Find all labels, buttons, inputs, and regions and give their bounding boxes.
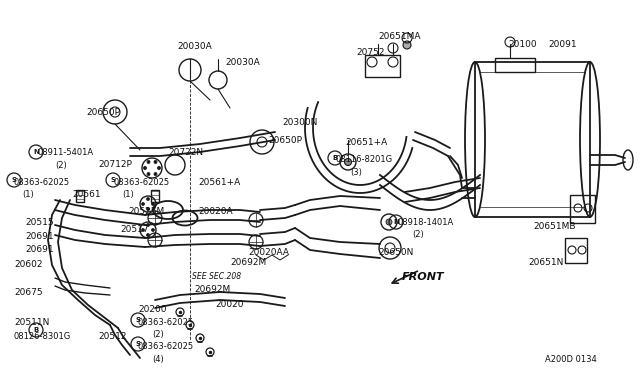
Text: 08363-62025: 08363-62025 <box>138 318 194 327</box>
Text: 20515: 20515 <box>25 218 54 227</box>
Text: 20722N: 20722N <box>168 148 203 157</box>
Text: 20752: 20752 <box>356 48 385 57</box>
Text: S: S <box>12 177 17 183</box>
Text: S: S <box>111 177 115 183</box>
Bar <box>495 58 535 72</box>
Text: 20020AA: 20020AA <box>248 248 289 257</box>
Text: 20020: 20020 <box>215 300 243 309</box>
Circle shape <box>403 41 411 49</box>
Text: 20561: 20561 <box>72 190 100 199</box>
Text: 08363-62025: 08363-62025 <box>14 178 70 187</box>
Text: N: N <box>33 149 39 155</box>
Text: A200D 0134: A200D 0134 <box>545 355 596 364</box>
Circle shape <box>152 228 154 231</box>
Text: 20100: 20100 <box>508 40 536 49</box>
Text: 20692M: 20692M <box>230 258 266 267</box>
Circle shape <box>154 173 157 176</box>
Text: B: B <box>33 327 38 333</box>
Text: 20091: 20091 <box>548 40 577 49</box>
Text: 20675: 20675 <box>14 288 43 297</box>
Text: 20712P: 20712P <box>98 160 132 169</box>
Text: 20030A: 20030A <box>178 42 212 51</box>
Text: B: B <box>332 155 338 161</box>
Text: 08126-8301G: 08126-8301G <box>14 332 71 341</box>
Text: (2): (2) <box>152 330 164 339</box>
Text: 20020A: 20020A <box>198 207 232 216</box>
Circle shape <box>147 160 150 163</box>
Text: 20512: 20512 <box>98 332 127 341</box>
Text: (4): (4) <box>152 355 164 364</box>
Text: (3): (3) <box>350 168 362 177</box>
Circle shape <box>154 160 157 163</box>
Text: 20651N: 20651N <box>528 258 563 267</box>
Circle shape <box>147 208 150 211</box>
Bar <box>151 190 159 202</box>
Text: 20030A: 20030A <box>225 58 260 67</box>
Text: 20650N: 20650N <box>378 248 413 257</box>
Text: 20511N: 20511N <box>14 318 49 327</box>
Text: N: N <box>393 219 399 225</box>
Bar <box>475 62 590 217</box>
Text: (1): (1) <box>122 190 134 199</box>
Text: 20651MA: 20651MA <box>378 32 420 41</box>
Circle shape <box>147 173 150 176</box>
Circle shape <box>147 224 150 227</box>
Text: 20651+A: 20651+A <box>345 138 387 147</box>
Circle shape <box>147 234 150 237</box>
Text: 20691: 20691 <box>25 232 54 241</box>
Text: 20517: 20517 <box>120 225 148 234</box>
Text: S: S <box>136 341 141 347</box>
Text: 20691: 20691 <box>25 245 54 254</box>
Circle shape <box>141 228 145 231</box>
Text: (2): (2) <box>55 161 67 170</box>
Circle shape <box>157 167 161 170</box>
Bar <box>365 55 400 77</box>
Text: (2): (2) <box>412 230 424 239</box>
Text: 20650P: 20650P <box>268 136 302 145</box>
Bar <box>570 195 595 223</box>
Text: 20525M: 20525M <box>128 207 164 216</box>
Text: 08918-1401A: 08918-1401A <box>398 218 454 227</box>
Text: 20300N: 20300N <box>282 118 317 127</box>
Text: 08363-62025: 08363-62025 <box>138 342 194 351</box>
Circle shape <box>143 167 147 170</box>
Text: S: S <box>136 317 141 323</box>
Text: 20602: 20602 <box>14 260 42 269</box>
Text: FRONT: FRONT <box>402 272 445 282</box>
Circle shape <box>147 198 150 201</box>
Circle shape <box>152 202 154 205</box>
Text: SEE SEC.208: SEE SEC.208 <box>192 272 241 281</box>
Text: 08911-5401A: 08911-5401A <box>38 148 94 157</box>
Circle shape <box>141 202 145 205</box>
Text: 20200: 20200 <box>138 305 166 314</box>
Circle shape <box>344 158 351 166</box>
Text: (1): (1) <box>22 190 34 199</box>
Circle shape <box>386 219 392 225</box>
Text: 20650P: 20650P <box>86 108 120 117</box>
Bar <box>565 238 587 263</box>
Text: 08363-62025: 08363-62025 <box>113 178 169 187</box>
Text: 08116-8201G: 08116-8201G <box>335 155 392 164</box>
Bar <box>76 190 84 202</box>
Text: 20561+A: 20561+A <box>198 178 240 187</box>
Text: 20651MB: 20651MB <box>533 222 575 231</box>
Text: 20692M: 20692M <box>194 285 230 294</box>
